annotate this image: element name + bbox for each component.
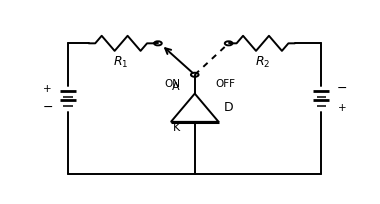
- Text: $R_1$: $R_1$: [113, 55, 129, 70]
- Text: OFF: OFF: [216, 79, 236, 90]
- Text: $R_2$: $R_2$: [255, 55, 270, 70]
- Text: −: −: [337, 82, 347, 95]
- Text: +: +: [43, 84, 52, 94]
- Text: D: D: [224, 101, 234, 114]
- Text: K: K: [173, 123, 180, 133]
- Text: ON: ON: [165, 79, 180, 90]
- Text: −: −: [42, 101, 53, 114]
- Text: +: +: [338, 103, 346, 113]
- Text: A: A: [173, 82, 180, 92]
